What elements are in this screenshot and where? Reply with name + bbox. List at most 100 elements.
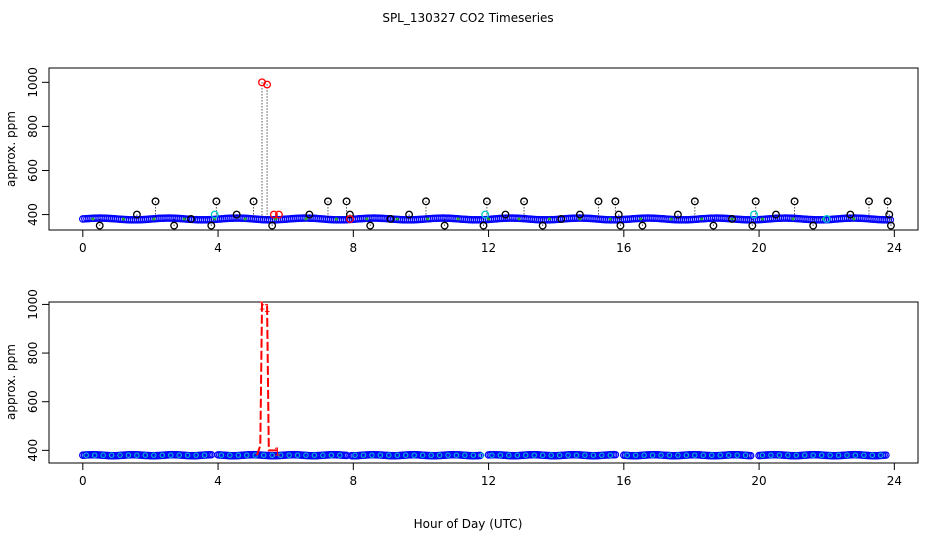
outlier-point: [305, 210, 314, 219]
x-tick-label: 4: [214, 474, 222, 488]
segment-cyan-point: [607, 452, 613, 458]
y-tick-label: 400: [26, 203, 40, 226]
segment-cyan-point: [531, 452, 537, 458]
segment-cyan-point: [573, 452, 580, 458]
qc-point: [517, 217, 521, 221]
segment-cyan-point: [386, 452, 392, 458]
cyan-point: [210, 210, 219, 219]
x-tick-label: 0: [79, 241, 87, 255]
outlier-point: [885, 210, 894, 219]
cyan-point: [481, 210, 490, 219]
outlier-point: [728, 215, 736, 223]
segment-cyan-point: [337, 452, 343, 458]
outlier-point: [809, 221, 818, 230]
x-tick-label: 20: [751, 241, 766, 255]
outlier-point: [249, 197, 258, 206]
segment-cyan-point: [810, 452, 816, 458]
segment-cyan-point: [658, 452, 664, 458]
segment-cyan-point: [235, 452, 242, 458]
segment-cyan-point: [261, 452, 267, 458]
qc-point: [669, 217, 673, 221]
segment-cyan-point: [462, 452, 468, 458]
outlier-point: [611, 197, 620, 206]
qc-point: [456, 217, 460, 221]
outlier-point: [790, 197, 799, 206]
qc-point: [760, 217, 764, 221]
outlier-point: [501, 210, 510, 219]
flagged-point: [274, 210, 283, 219]
spike-label: 1: [274, 445, 281, 458]
qc-point: [639, 217, 643, 221]
segment-cyan-point: [497, 452, 504, 458]
qc-point: [791, 217, 795, 221]
qc-point: [334, 217, 338, 221]
outlier-point: [440, 221, 449, 230]
segment-cyan-point: [91, 452, 98, 458]
qc-point: [700, 217, 704, 221]
segment-cyan-point: [692, 452, 698, 458]
x-tick-label: 8: [349, 241, 357, 255]
outlier-point: [187, 215, 195, 223]
segment-cyan-point: [419, 452, 426, 458]
outlier-point: [132, 210, 141, 219]
segment-cyan-point: [869, 452, 876, 458]
segment-cyan-point: [436, 452, 443, 458]
segment-cyan-point: [377, 452, 384, 458]
flagged-point: [345, 215, 354, 223]
qc-point: [608, 217, 612, 221]
segment-cyan-point: [394, 452, 400, 458]
spike-line: [256, 302, 279, 456]
outlier-point: [324, 197, 332, 206]
baseline-point: [886, 216, 895, 224]
x-tick-label: 24: [887, 241, 902, 255]
x-tick-label: 12: [481, 241, 496, 255]
segment-cyan-point: [218, 452, 225, 458]
qc-point: [487, 217, 491, 221]
segment-cyan-point: [759, 452, 766, 458]
outlier-point: [865, 197, 873, 206]
outlier-point: [479, 221, 488, 230]
segment-cyan-point: [878, 452, 884, 458]
segment-cyan-point: [201, 452, 208, 458]
outlier-point: [772, 210, 780, 219]
segment-cyan-point: [227, 452, 233, 458]
segment-cyan-point: [506, 452, 512, 458]
chart-title: SPL_130327 CO2 Timeseries: [382, 11, 553, 25]
segment-cyan-point: [311, 452, 318, 458]
segment-cyan-point: [445, 452, 451, 458]
spike-label: 1: [259, 299, 266, 312]
top-plot-frame: [48, 67, 919, 231]
segment-cyan-point: [590, 452, 597, 458]
outlier-point: [538, 221, 547, 230]
outlier-point: [386, 215, 395, 223]
cyan-point: [822, 215, 831, 223]
segment-cyan-point: [294, 452, 301, 458]
qc-point: [395, 217, 399, 221]
bottom-plot-frame: [48, 301, 919, 464]
segment-cyan-point: [548, 452, 554, 458]
segment-cyan-point: [582, 452, 588, 458]
segment-cyan-point: [700, 452, 706, 458]
x-tick-label: 4: [214, 241, 222, 255]
segment-point: [476, 451, 484, 460]
segment-cyan-point: [453, 452, 460, 458]
segment-cyan-point: [742, 452, 749, 458]
outlier-point: [345, 210, 354, 219]
segment-cyan-point: [734, 452, 740, 458]
outlier-point: [170, 221, 179, 230]
outlier-point: [886, 221, 895, 230]
segment-cyan-point: [470, 452, 477, 458]
segment-cyan-point: [683, 452, 690, 458]
segment-cyan-point: [861, 452, 867, 458]
segment-cyan-point: [117, 452, 123, 458]
outlier-point: [557, 215, 566, 223]
segment-cyan-point: [125, 452, 132, 458]
qc-point: [365, 217, 369, 221]
segment-cyan-point: [428, 452, 434, 458]
segment-cyan-point: [134, 452, 140, 458]
segment-cyan-point: [835, 452, 842, 458]
segment-cyan-point: [286, 452, 292, 458]
outlier-point: [95, 221, 104, 230]
segment-cyan-point: [479, 452, 485, 458]
